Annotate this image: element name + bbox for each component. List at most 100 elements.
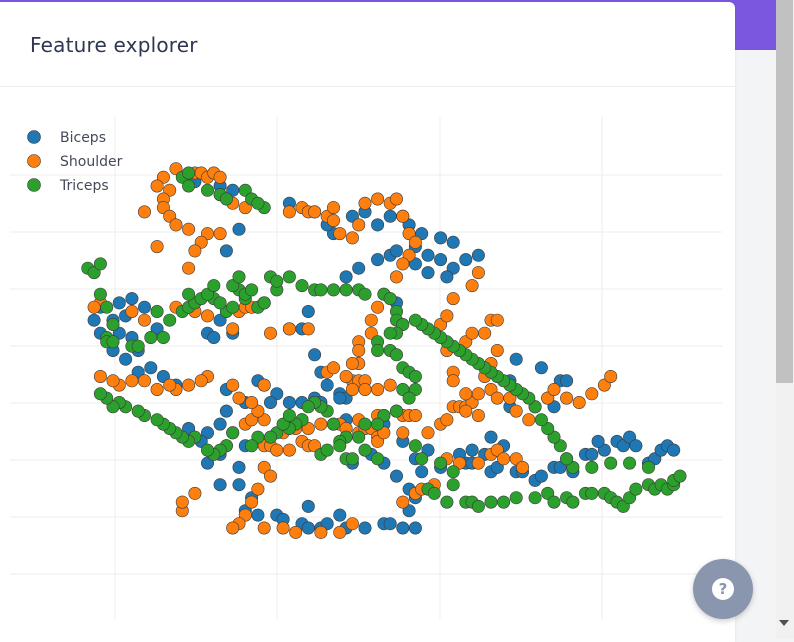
- scatter-point-shoulder[interactable]: [326, 201, 340, 215]
- scatter-point-shoulder[interactable]: [352, 218, 366, 232]
- scatter-point-biceps[interactable]: [207, 331, 221, 345]
- scatter-point-biceps[interactable]: [301, 521, 315, 535]
- scatter-point-biceps[interactable]: [446, 235, 460, 249]
- scatter-point-shoulder[interactable]: [522, 413, 536, 427]
- scatter-point-triceps[interactable]: [182, 287, 196, 301]
- scatter-point-triceps[interactable]: [339, 283, 353, 297]
- scatter-point-biceps[interactable]: [383, 517, 397, 531]
- scatter-point-triceps[interactable]: [371, 452, 385, 466]
- scatter-point-triceps[interactable]: [389, 404, 403, 418]
- scatter-point-triceps[interactable]: [358, 287, 372, 301]
- scatter-point-triceps[interactable]: [245, 439, 259, 453]
- scatter-point-biceps[interactable]: [629, 439, 643, 453]
- scatter-point-triceps[interactable]: [358, 417, 372, 431]
- scatter-point-biceps[interactable]: [667, 443, 681, 457]
- scatter-point-shoulder[interactable]: [389, 192, 403, 206]
- scatter-point-shoulder[interactable]: [93, 369, 107, 383]
- scrollbar-thumb[interactable]: [776, 0, 793, 383]
- scatter-point-biceps[interactable]: [232, 222, 246, 236]
- scatter-point-shoulder[interactable]: [509, 404, 523, 418]
- scatter-point-shoulder[interactable]: [226, 521, 240, 535]
- scatter-point-shoulder[interactable]: [471, 456, 485, 470]
- scatter-point-biceps[interactable]: [434, 231, 448, 245]
- scatter-point-shoulder[interactable]: [125, 374, 139, 388]
- scatter-point-biceps[interactable]: [440, 270, 454, 284]
- scatter-point-shoulder[interactable]: [345, 356, 359, 370]
- scatter-point-triceps[interactable]: [226, 426, 240, 440]
- scatter-point-biceps[interactable]: [251, 508, 265, 522]
- scatter-point-triceps[interactable]: [383, 326, 397, 340]
- vertical-scrollbar[interactable]: [776, 0, 794, 639]
- scatter-point-shoulder[interactable]: [396, 495, 410, 509]
- scatter-point-shoulder[interactable]: [364, 313, 378, 327]
- scatter-point-shoulder[interactable]: [383, 378, 397, 392]
- scatter-point-biceps[interactable]: [219, 404, 233, 418]
- scatter-point-biceps[interactable]: [591, 434, 605, 448]
- scatter-point-shoulder[interactable]: [408, 408, 422, 422]
- scatter-point-triceps[interactable]: [150, 305, 164, 319]
- scatter-point-biceps[interactable]: [560, 374, 574, 388]
- scatter-point-triceps[interactable]: [509, 491, 523, 505]
- scatter-point-biceps[interactable]: [232, 478, 246, 492]
- scatter-point-shoulder[interactable]: [345, 382, 359, 396]
- scatter-point-triceps[interactable]: [408, 369, 422, 383]
- scatter-point-triceps[interactable]: [320, 443, 334, 457]
- scatter-point-shoulder[interactable]: [490, 313, 504, 327]
- scatter-point-triceps[interactable]: [270, 274, 284, 288]
- scatter-point-biceps[interactable]: [301, 305, 315, 319]
- scatter-point-triceps[interactable]: [534, 413, 548, 427]
- scatter-point-shoulder[interactable]: [257, 378, 271, 392]
- scatter-point-triceps[interactable]: [497, 495, 511, 509]
- legend-marker-shoulder[interactable]: [27, 154, 41, 168]
- scatter-point-biceps[interactable]: [371, 218, 385, 232]
- scatter-point-shoulder[interactable]: [251, 482, 265, 496]
- scatter-point-biceps[interactable]: [459, 253, 473, 267]
- scatter-point-shoulder[interactable]: [446, 292, 460, 306]
- scatter-point-biceps[interactable]: [320, 378, 334, 392]
- scatter-point-shoulder[interactable]: [188, 244, 202, 258]
- scatter-point-shoulder[interactable]: [333, 525, 347, 539]
- scatter-point-biceps[interactable]: [534, 361, 548, 375]
- scatter-point-shoulder[interactable]: [352, 343, 366, 357]
- scatter-point-biceps[interactable]: [408, 521, 422, 535]
- scatter-point-shoulder[interactable]: [471, 387, 485, 401]
- scatter-point-triceps[interactable]: [295, 279, 309, 293]
- scatter-point-shoulder[interactable]: [497, 452, 511, 466]
- scatter-point-triceps[interactable]: [623, 456, 637, 470]
- scatter-point-shoulder[interactable]: [263, 326, 277, 340]
- scatter-point-triceps[interactable]: [333, 439, 347, 453]
- scatter-point-biceps[interactable]: [534, 469, 548, 483]
- scatter-point-biceps[interactable]: [138, 300, 152, 314]
- scatter-point-triceps[interactable]: [446, 478, 460, 492]
- scatter-point-shoulder[interactable]: [282, 443, 296, 457]
- scatter-point-biceps[interactable]: [358, 521, 372, 535]
- scatter-point-biceps[interactable]: [383, 209, 397, 223]
- scatter-point-triceps[interactable]: [131, 404, 145, 418]
- scatter-point-triceps[interactable]: [245, 283, 259, 297]
- scatter-point-shoulder[interactable]: [333, 227, 347, 241]
- scatter-point-shoulder[interactable]: [245, 395, 259, 409]
- scatter-point-shoulder[interactable]: [396, 426, 410, 440]
- scatter-point-shoulder[interactable]: [263, 469, 277, 483]
- scatter-point-triceps[interactable]: [100, 300, 114, 314]
- scatter-point-triceps[interactable]: [528, 491, 542, 505]
- scatter-point-triceps[interactable]: [566, 495, 580, 509]
- scatter-point-shoulder[interactable]: [471, 408, 485, 422]
- scatter-point-triceps[interactable]: [326, 283, 340, 297]
- scatter-point-biceps[interactable]: [371, 253, 385, 267]
- scatter-point-shoulder[interactable]: [478, 326, 492, 340]
- scatter-point-shoulder[interactable]: [175, 495, 189, 509]
- scatter-point-biceps[interactable]: [484, 430, 498, 444]
- scatter-point-shoulder[interactable]: [345, 517, 359, 531]
- scatter-point-triceps[interactable]: [257, 296, 271, 310]
- scatter-point-biceps[interactable]: [119, 352, 133, 366]
- legend-label-triceps[interactable]: Triceps: [59, 178, 109, 194]
- scatter-point-triceps[interactable]: [641, 460, 655, 474]
- scatter-point-biceps[interactable]: [144, 361, 158, 375]
- scatter-point-shoulder[interactable]: [421, 426, 435, 440]
- scatter-point-shoulder[interactable]: [125, 305, 139, 319]
- scatter-point-biceps[interactable]: [421, 248, 435, 262]
- scatter-point-triceps[interactable]: [213, 296, 227, 310]
- scatter-point-shoulder[interactable]: [408, 235, 422, 249]
- scatter-point-triceps[interactable]: [434, 456, 448, 470]
